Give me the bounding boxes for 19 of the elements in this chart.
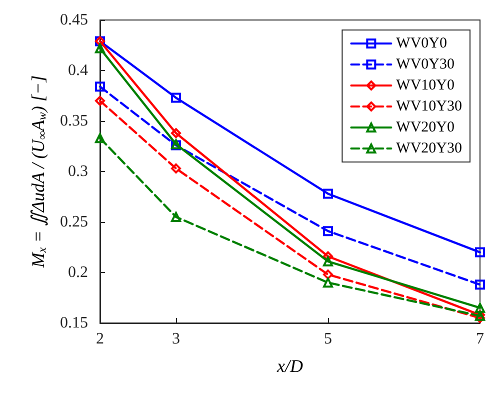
x-axis-title: x/D: [276, 356, 303, 376]
x-tick-label: 7: [476, 330, 484, 348]
legend-label: WV10Y30: [396, 98, 462, 114]
x-tick-label: 3: [172, 330, 180, 348]
y-tick-label: 0.4: [68, 62, 88, 79]
legend-label: WV20Y30: [396, 140, 462, 156]
y-axis-title: Mx = ∬ΔudA / (U∞Aw) [−]: [28, 75, 49, 269]
legend-label: WV20Y0: [396, 120, 455, 136]
y-tick-label: 0.3: [68, 163, 88, 180]
y-tick-label: 0.25: [60, 214, 88, 230]
y-tick-label: 0.45: [60, 12, 88, 28]
x-tick-label: 5: [324, 330, 332, 348]
y-tick-label: 0.2: [68, 264, 88, 281]
legend-label: WV0Y0: [396, 36, 448, 52]
y-tick-label: 0.15: [60, 314, 88, 332]
legend-label: WV0Y30: [396, 56, 455, 72]
y-tick-label: 0.35: [60, 112, 88, 130]
x-tick-label: 2: [96, 330, 104, 348]
legend-label: WV10Y0: [396, 78, 455, 94]
